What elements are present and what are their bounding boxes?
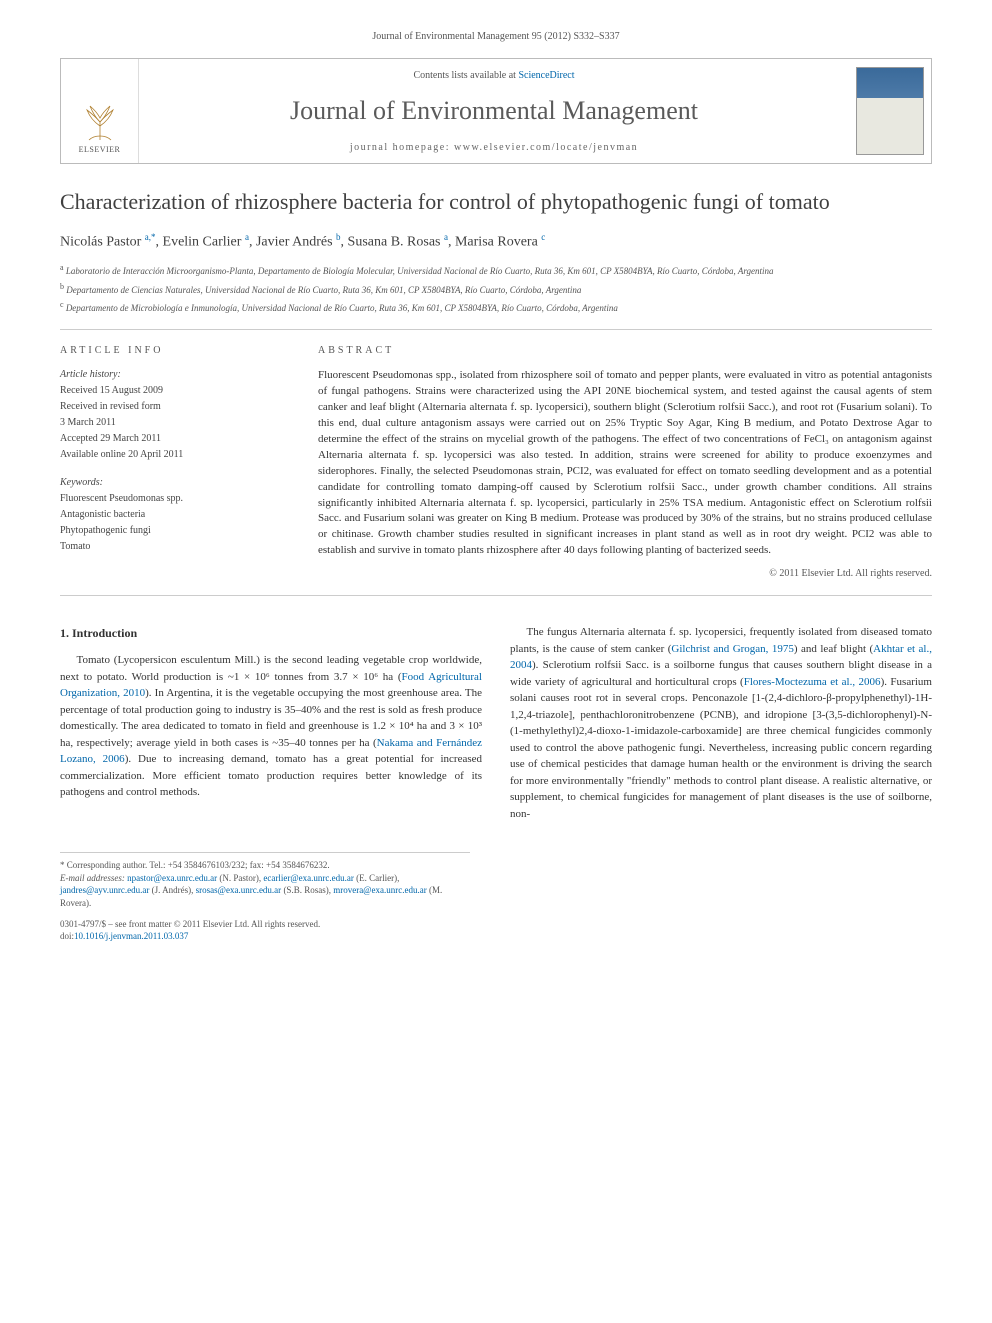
citation-link[interactable]: Flores-Moctezuma et al., 2006 <box>744 676 881 688</box>
article-history-label: Article history: <box>60 368 290 382</box>
history-line: Received in revised form <box>60 400 290 414</box>
keywords-label: Keywords: <box>60 476 290 490</box>
separator-rule <box>60 329 932 330</box>
abstract-text: Fluorescent Pseudomonas spp., isolated f… <box>318 368 932 559</box>
elsevier-tree-icon <box>77 96 123 142</box>
email-link[interactable]: srosas@exa.unrc.edu.ar <box>196 885 282 895</box>
doi-label: doi: <box>60 931 74 941</box>
article-body: 1. Introduction Tomato (Lycopersicon esc… <box>60 624 932 822</box>
email-link[interactable]: ecarlier@exa.unrc.edu.ar <box>263 873 353 883</box>
history-line: 3 March 2011 <box>60 416 290 430</box>
contents-prefix: Contents lists available at <box>413 70 518 81</box>
footnotes-block: * Corresponding author. Tel.: +54 358467… <box>60 852 470 909</box>
abstract-column: ABSTRACT Fluorescent Pseudomonas spp., i… <box>318 344 932 581</box>
journal-homepage-line: journal homepage: www.elsevier.com/locat… <box>139 141 849 155</box>
history-line: Available online 20 April 2011 <box>60 448 290 462</box>
citation-link[interactable]: Nakama and Fernández Lozano, 2006 <box>60 737 482 766</box>
affiliation: c Departamento de Microbiología e Inmuno… <box>60 299 932 315</box>
footer-left: 0301-4797/$ – see front matter © 2011 El… <box>60 918 320 943</box>
affiliation: b Departamento de Ciencias Naturales, Un… <box>60 281 932 297</box>
publisher-logo-cell: ELSEVIER <box>61 59 139 163</box>
email-link[interactable]: jandres@ayv.unrc.edu.ar <box>60 885 149 895</box>
affiliation: a Laboratorio de Interacción Microorgani… <box>60 262 932 278</box>
info-abstract-row: ARTICLE INFO Article history: Received 1… <box>60 344 932 581</box>
email-link[interactable]: npastor@exa.unrc.edu.ar <box>127 873 217 883</box>
citation-link[interactable]: Gilchrist and Grogan, 1975 <box>671 643 794 655</box>
front-matter-line: 0301-4797/$ – see front matter © 2011 El… <box>60 918 320 931</box>
corresponding-author-note: * Corresponding author. Tel.: +54 358467… <box>60 859 470 872</box>
keyword-line: Antagonistic bacteria <box>60 508 290 522</box>
email-link[interactable]: mrovera@exa.unrc.edu.ar <box>333 885 427 895</box>
doi-link[interactable]: 10.1016/j.jenvman.2011.03.037 <box>74 931 188 941</box>
intro-paragraph-1: Tomato (Lycopersicon esculentum Mill.) i… <box>60 652 482 801</box>
article-title: Characterization of rhizosphere bacteria… <box>60 188 932 217</box>
journal-cover-thumbnail[interactable] <box>856 67 924 155</box>
doi-line: doi:10.1016/j.jenvman.2011.03.037 <box>60 930 320 943</box>
section-heading-intro: 1. Introduction <box>60 624 482 642</box>
keyword-line: Fluorescent Pseudomonas spp. <box>60 492 290 506</box>
emails-label: E-mail addresses: <box>60 873 125 883</box>
intro-paragraph-2: The fungus Alternaria alternata f. sp. l… <box>510 624 932 822</box>
journal-header-box: ELSEVIER Contents lists available at Sci… <box>60 58 932 164</box>
sciencedirect-link[interactable]: ScienceDirect <box>518 70 574 81</box>
keyword-line: Phytopathogenic fungi <box>60 524 290 538</box>
keywords-block: Keywords: Fluorescent Pseudomonas spp. An… <box>60 476 290 554</box>
author-list: Nicolás Pastor a,*, Evelin Carlier a, Ja… <box>60 231 932 252</box>
history-line: Accepted 29 March 2011 <box>60 432 290 446</box>
article-info-column: ARTICLE INFO Article history: Received 1… <box>60 344 290 581</box>
article-history-block: Article history: Received 15 August 2009… <box>60 368 290 462</box>
journal-cover-cell <box>849 59 931 163</box>
publisher-name: ELSEVIER <box>77 144 123 155</box>
abstract-heading: ABSTRACT <box>318 344 932 358</box>
homepage-url[interactable]: www.elsevier.com/locate/jenvman <box>454 142 638 153</box>
keyword-line: Tomato <box>60 540 290 554</box>
abstract-copyright: © 2011 Elsevier Ltd. All rights reserved… <box>318 567 932 581</box>
email-addresses-line: E-mail addresses: npastor@exa.unrc.edu.a… <box>60 872 470 910</box>
page-footer-row: 0301-4797/$ – see front matter © 2011 El… <box>60 918 932 943</box>
journal-reference: Journal of Environmental Management 95 (… <box>60 30 932 44</box>
citation-link[interactable]: Food Agricultural Organization, 2010 <box>60 671 482 700</box>
history-line: Received 15 August 2009 <box>60 384 290 398</box>
article-info-heading: ARTICLE INFO <box>60 344 290 358</box>
journal-name: Journal of Environmental Management <box>139 93 849 129</box>
homepage-prefix: journal homepage: <box>350 142 454 153</box>
separator-rule-2 <box>60 595 932 596</box>
contents-available-line: Contents lists available at ScienceDirec… <box>139 69 849 83</box>
journal-header-center: Contents lists available at ScienceDirec… <box>139 59 849 163</box>
elsevier-logo[interactable]: ELSEVIER <box>77 96 123 155</box>
